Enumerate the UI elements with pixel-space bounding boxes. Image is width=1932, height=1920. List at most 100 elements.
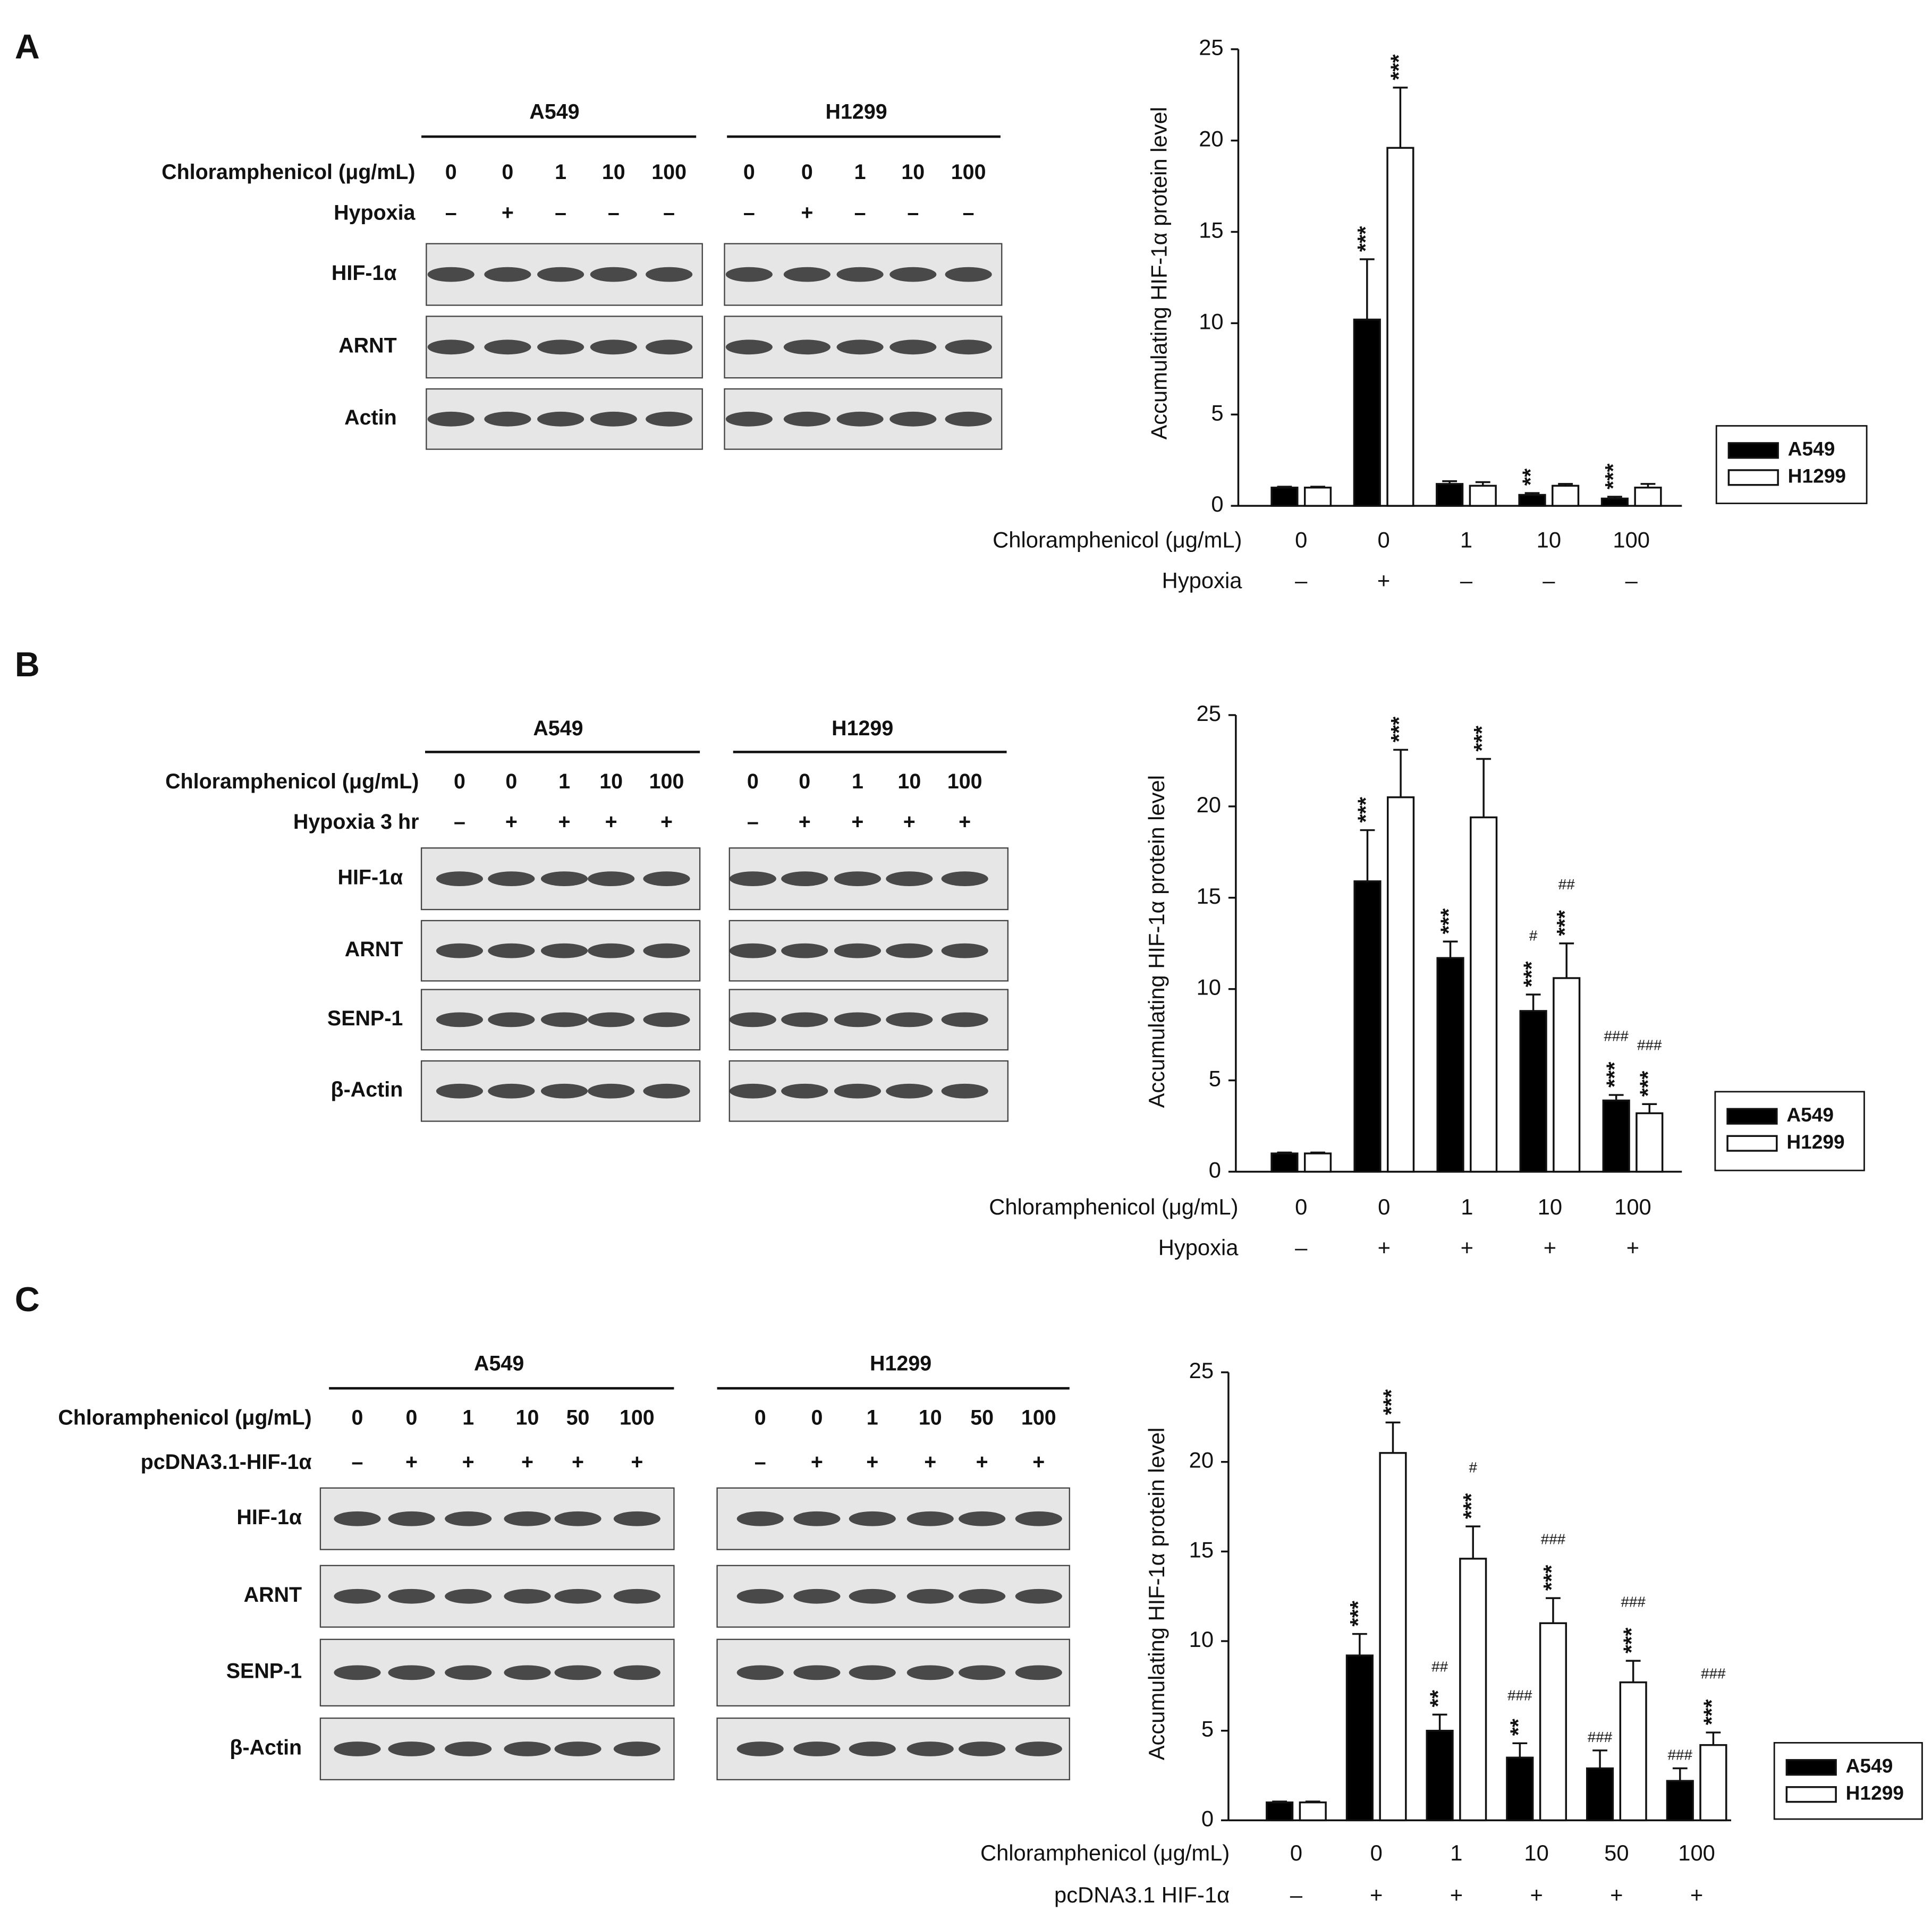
lane-label: +	[521, 1450, 533, 1474]
bar	[1469, 485, 1497, 507]
cell-line-label: H1299	[832, 717, 893, 740]
band	[504, 1741, 551, 1756]
lane-label: +	[866, 1450, 878, 1474]
legend-label: A549	[1788, 438, 1835, 460]
band	[484, 267, 531, 282]
lane-label: –	[608, 201, 620, 225]
band	[388, 1588, 435, 1604]
band-label: HIF-1α	[338, 866, 403, 889]
bar	[1519, 1010, 1547, 1173]
y-tick-label: 5	[1211, 400, 1223, 425]
band	[781, 871, 828, 886]
band	[436, 1083, 483, 1099]
band	[334, 1665, 381, 1680]
bar	[1636, 1112, 1664, 1173]
row-value: +	[1530, 1882, 1543, 1907]
row-label: Hypoxia	[1158, 1235, 1239, 1260]
lane-label: 10	[901, 160, 925, 184]
lane-label: 0	[352, 1406, 363, 1430]
significance-hash: #	[1469, 1459, 1477, 1476]
lane-label: +	[605, 810, 617, 834]
lane-label: 0	[801, 160, 813, 184]
panel-label: B	[15, 645, 40, 684]
lane-label: –	[555, 201, 566, 225]
band	[945, 339, 992, 355]
band	[886, 943, 933, 958]
band	[436, 943, 483, 958]
x-axis-label: Chloramphenicol (μg/mL)	[993, 527, 1242, 552]
lane-label: 10	[599, 770, 623, 793]
significance-stars: ***	[1459, 1493, 1484, 1519]
band	[613, 1588, 660, 1604]
band	[736, 1665, 784, 1680]
lane-label: 100	[1021, 1406, 1056, 1430]
lane-label: –	[907, 201, 919, 225]
band	[436, 1012, 483, 1027]
band	[436, 871, 483, 886]
band	[783, 411, 831, 427]
y-tick-label: 25	[1199, 35, 1223, 60]
panel-label: C	[15, 1280, 40, 1319]
lane-label: +	[462, 1450, 474, 1474]
band	[540, 1083, 588, 1099]
lane-label: 0	[502, 160, 513, 184]
band	[941, 871, 988, 886]
band	[590, 267, 637, 282]
lane-label: +	[924, 1450, 936, 1474]
lane-label: +	[660, 810, 673, 834]
lane-label: –	[663, 201, 675, 225]
lane-label: 0	[454, 770, 465, 793]
y-tick-label: 15	[1199, 217, 1223, 242]
lane-label: 0	[799, 770, 810, 793]
x-tick-label: 1	[1461, 1194, 1473, 1219]
band	[906, 1741, 954, 1756]
band	[488, 871, 535, 886]
band	[613, 1511, 660, 1526]
x-tick-label: 0	[1370, 1840, 1383, 1865]
significance-hash: ###	[1604, 1028, 1629, 1044]
row-value: –	[1543, 568, 1555, 593]
band	[941, 1012, 988, 1027]
lane-label: +	[405, 1450, 418, 1474]
significance-stars: ***	[1600, 463, 1625, 489]
lane-label: –	[755, 1450, 766, 1474]
bar	[1553, 977, 1581, 1173]
significance-hash: ###	[1507, 1687, 1532, 1704]
lane-label: 1	[854, 160, 866, 184]
significance-stars: ***	[1699, 1699, 1724, 1725]
x-tick-label: 100	[1614, 1194, 1651, 1219]
lane-label: +	[959, 810, 971, 834]
bar	[1699, 1744, 1727, 1822]
lane-label: +	[851, 810, 863, 834]
band	[388, 1665, 435, 1680]
band-label: β-Actin	[331, 1078, 403, 1101]
bar	[1539, 1622, 1567, 1822]
bar	[1506, 1756, 1534, 1822]
band-label: HIF-1α	[236, 1506, 302, 1529]
band	[793, 1665, 841, 1680]
x-tick-label: 100	[1678, 1840, 1715, 1865]
legend-label: H1299	[1786, 1131, 1844, 1153]
significance-stars: ***	[1353, 226, 1378, 252]
band	[834, 871, 881, 886]
band	[388, 1511, 435, 1526]
lane-label: 0	[743, 160, 755, 184]
y-tick-label: 10	[1199, 309, 1223, 334]
lane-label: 10	[919, 1406, 942, 1430]
lane-label: 1	[558, 770, 570, 793]
bar	[1426, 1729, 1454, 1822]
significance-hash: ###	[1637, 1037, 1662, 1054]
row-value: +	[1450, 1882, 1463, 1907]
row-value: +	[1461, 1235, 1473, 1260]
legend-box	[1715, 425, 1868, 504]
band	[554, 1511, 601, 1526]
significance-hash: ###	[1701, 1666, 1726, 1682]
band	[793, 1511, 841, 1526]
band	[906, 1588, 954, 1604]
band	[445, 1588, 492, 1604]
bar	[1552, 485, 1580, 507]
band	[554, 1665, 601, 1680]
lane-label: +	[903, 810, 916, 834]
band	[488, 1012, 535, 1027]
band	[445, 1511, 492, 1526]
